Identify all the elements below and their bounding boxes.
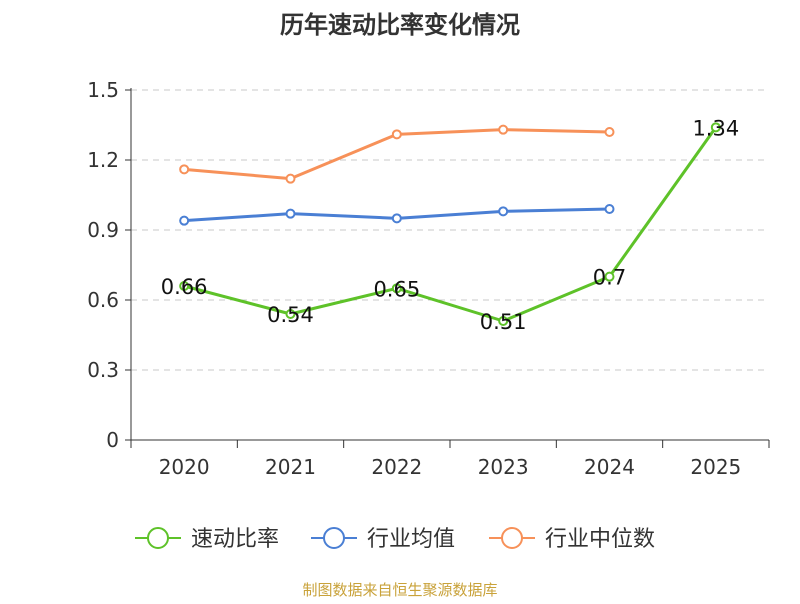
data-labels: 0.66 0.54 0.65 0.51 0.7 1.34: [161, 116, 739, 334]
data-label: 1.34: [692, 116, 739, 140]
y-tick-label: 1.5: [87, 78, 119, 102]
data-point: [391, 283, 402, 294]
y-tick-label: 0.3: [87, 358, 119, 382]
source-footer: 制图数据来自恒生聚源数据库: [302, 581, 497, 599]
data-point: [179, 215, 190, 226]
legend-marker: [323, 527, 345, 549]
x-tick-label: 2022: [371, 455, 422, 479]
data-point: [498, 124, 509, 135]
axes: 0 0.3 0.6 0.9 1.2 1.5 2020 2021 2022 2023 2024 2025: [87, 78, 770, 479]
y-tick-label: 1.2: [87, 148, 119, 172]
y-tick-label: 0.9: [87, 218, 119, 242]
data-point: [391, 213, 402, 224]
legend-label: 行业均值: [367, 527, 455, 552]
series-lines: [179, 122, 721, 326]
y-tick-label: 0: [106, 428, 119, 452]
data-point: [498, 316, 509, 326]
data-label: 0.7: [593, 266, 626, 290]
series-line: [183, 126, 718, 323]
data-point: [285, 309, 296, 319]
legend-marker: [147, 527, 169, 549]
data-point: [179, 164, 190, 175]
x-tick-label: 2021: [265, 455, 316, 479]
x-tick-label: 2023: [478, 455, 529, 479]
legend: 速动比率 行业均值 行业中位数: [135, 527, 655, 552]
data-label: 0.65: [373, 277, 420, 301]
data-label: 0.51: [480, 310, 527, 334]
x-tick-label: 2024: [584, 455, 635, 479]
data-point: [285, 173, 296, 184]
x-tick-label: 2025: [690, 455, 741, 479]
legend-marker: [501, 527, 523, 549]
data-point: [391, 129, 402, 140]
x-tick-label: 2020: [159, 455, 210, 479]
grid-lines: [131, 89, 769, 371]
chart-title: 历年速动比率变化情况: [280, 11, 520, 39]
y-tick-label: 0.6: [87, 288, 119, 312]
data-point: [604, 271, 615, 282]
data-point: [604, 127, 615, 137]
legend-label: 速动比率: [191, 527, 279, 552]
data-point: [498, 206, 509, 217]
data-label: 0.66: [161, 275, 208, 299]
data-point: [710, 122, 721, 133]
data-label: 0.54: [267, 303, 314, 327]
data-point: [604, 204, 615, 214]
legend-label: 行业中位数: [545, 527, 655, 552]
data-point: [179, 281, 190, 291]
data-point: [285, 208, 296, 219]
